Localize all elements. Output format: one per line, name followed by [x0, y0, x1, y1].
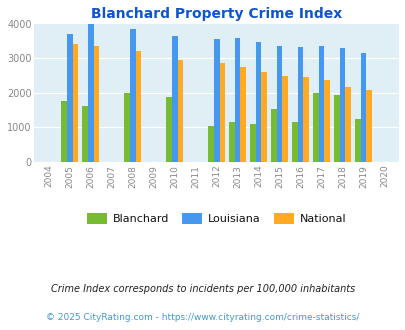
- Bar: [94, 46, 99, 162]
- Bar: [333, 95, 339, 162]
- Title: Blanchard Property Crime Index: Blanchard Property Crime Index: [91, 7, 341, 21]
- Bar: [354, 119, 360, 162]
- Bar: [271, 109, 276, 162]
- Bar: [234, 38, 240, 162]
- Bar: [124, 93, 130, 162]
- Bar: [213, 39, 219, 162]
- Bar: [88, 24, 94, 162]
- Bar: [344, 87, 350, 162]
- Bar: [249, 124, 255, 162]
- Bar: [297, 48, 303, 162]
- Bar: [312, 93, 318, 162]
- Bar: [360, 52, 365, 162]
- Bar: [318, 46, 324, 162]
- Bar: [208, 126, 213, 162]
- Bar: [72, 44, 78, 162]
- Bar: [228, 122, 234, 162]
- Bar: [219, 63, 225, 162]
- Bar: [339, 49, 344, 162]
- Bar: [282, 76, 288, 162]
- Bar: [324, 80, 329, 162]
- Text: © 2025 CityRating.com - https://www.cityrating.com/crime-statistics/: © 2025 CityRating.com - https://www.city…: [46, 313, 359, 322]
- Bar: [365, 89, 371, 162]
- Bar: [255, 42, 261, 162]
- Bar: [61, 101, 67, 162]
- Bar: [67, 34, 72, 162]
- Bar: [166, 97, 172, 162]
- Bar: [240, 67, 245, 162]
- Bar: [135, 51, 141, 162]
- Bar: [291, 122, 297, 162]
- Legend: Blanchard, Louisiana, National: Blanchard, Louisiana, National: [83, 209, 350, 229]
- Bar: [82, 106, 88, 162]
- Text: Crime Index corresponds to incidents per 100,000 inhabitants: Crime Index corresponds to incidents per…: [51, 284, 354, 294]
- Bar: [261, 72, 266, 162]
- Bar: [177, 60, 183, 162]
- Bar: [276, 46, 282, 162]
- Bar: [172, 36, 177, 162]
- Bar: [130, 29, 135, 162]
- Bar: [303, 78, 308, 162]
